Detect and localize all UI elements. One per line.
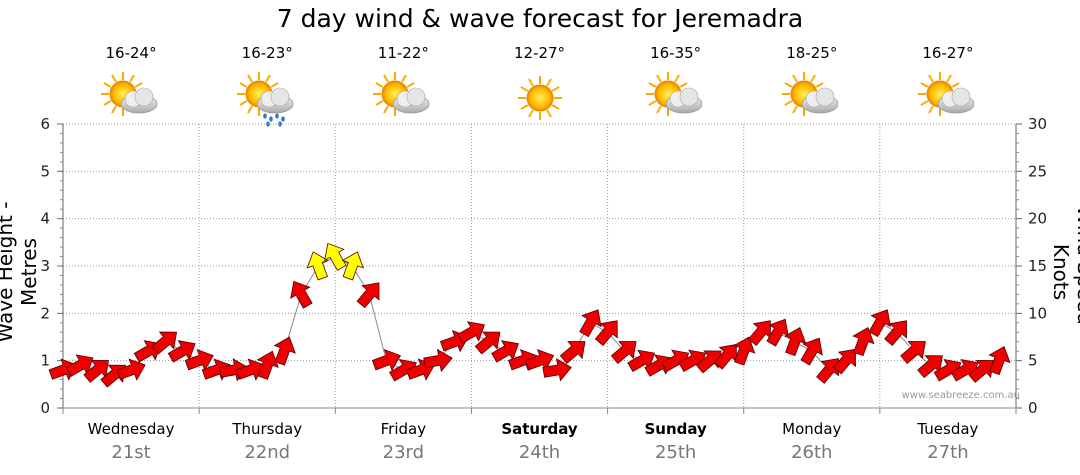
date-label: 27th: [927, 442, 969, 463]
wind-arrow: [733, 336, 756, 366]
temperature-range: 16-27°: [922, 44, 974, 62]
wind-arrow: [371, 348, 402, 372]
temperature-range: 16-23°: [241, 44, 293, 62]
wind-arrow: [184, 348, 214, 372]
wind-arrow: [868, 309, 891, 338]
wind-arrow: [988, 345, 1011, 376]
wind-arrow: [713, 343, 737, 370]
wind-arrow: [833, 348, 856, 375]
y-tick-label-right: 30: [1028, 115, 1047, 133]
cloud-rain-icon: [235, 72, 299, 128]
date-label: 26th: [791, 442, 833, 463]
wind-arrow: [83, 360, 110, 383]
wind-arrow: [800, 337, 823, 366]
partly-cloudy-icon: [916, 72, 980, 128]
y-axis-left-label: Wave Height - Metres: [0, 202, 41, 343]
y-tick-label-left: 5: [40, 162, 50, 180]
temperature-range: 16-35°: [650, 44, 702, 62]
partly-cloudy-icon: [99, 72, 163, 128]
day-label: Friday: [380, 420, 427, 438]
wind-arrow: [784, 327, 807, 357]
wind-arrow: [747, 320, 771, 347]
date-label: 22nd: [244, 442, 291, 463]
y-tick-label-left: 3: [40, 257, 50, 275]
temperature-range: 12-27°: [513, 44, 566, 62]
wind-arrow: [457, 321, 485, 344]
wind-arrow: [852, 327, 875, 357]
wind-arrow: [290, 280, 313, 309]
wind-arrow: [423, 348, 453, 373]
date-label: 23rd: [382, 442, 425, 463]
sun-icon: [508, 72, 572, 128]
wind-arrow: [306, 251, 329, 281]
wind-arrow: [884, 320, 907, 347]
wind-arrow: [491, 340, 519, 363]
wind-arrow: [525, 348, 555, 372]
y-tick-label-left: 2: [40, 304, 50, 322]
y-tick-label-right: 15: [1028, 257, 1047, 275]
wind-arrows: [48, 243, 1011, 388]
date-label: 25th: [654, 442, 697, 463]
temperature-range: 18-25°: [786, 44, 838, 62]
wind-arrow: [542, 358, 572, 382]
y-tick-label-left: 0: [40, 399, 50, 417]
wind-arrow: [900, 341, 926, 364]
day-label: Monday: [782, 420, 842, 438]
day-label: Sunday: [644, 420, 707, 438]
wind-arrow: [324, 243, 347, 271]
wind-arrow: [273, 336, 296, 366]
y-tick-label-right: 20: [1028, 210, 1047, 228]
y-tick-label-left: 4: [40, 210, 50, 228]
wind-arrow: [766, 318, 789, 347]
partly-cloudy-icon: [644, 72, 708, 128]
wind-arrow: [559, 341, 586, 364]
wind-arrow: [65, 354, 94, 377]
wind-arrow: [917, 355, 943, 379]
temperature-range: 16-24°: [105, 44, 157, 62]
wind-arrow: [256, 350, 279, 380]
y-tick-label-right: 0: [1028, 399, 1038, 417]
date-label: 21st: [111, 442, 151, 463]
wind-arrow: [594, 320, 618, 347]
wind-arrow: [474, 331, 501, 355]
wind-arrow: [151, 331, 178, 355]
wind-arrow: [579, 309, 602, 338]
y-tick-label-left: 6: [40, 115, 50, 133]
temperature-range: 11-22°: [377, 44, 429, 62]
y-tick-label-left: 1: [40, 352, 50, 370]
partly-cloudy-icon: [371, 72, 435, 128]
day-label: Thursday: [232, 420, 303, 438]
day-label: Tuesday: [917, 420, 979, 438]
wind-arrow: [167, 340, 196, 363]
y-tick-label-right: 10: [1028, 304, 1047, 322]
y-tick-label-right: 5: [1028, 352, 1038, 370]
date-label: 24th: [518, 442, 561, 463]
wind-arrow: [356, 282, 380, 309]
partly-cloudy-icon: [780, 72, 844, 128]
wind-arrow: [341, 251, 364, 281]
wind-arrow: [116, 358, 146, 381]
day-label: Wednesday: [87, 420, 175, 438]
watermark: www.seabreeze.com.au: [901, 390, 1020, 401]
wind-arrow: [610, 341, 637, 364]
chart-title: 7 day wind & wave forecast for Jeremadra: [276, 4, 804, 33]
y-tick-label-right: 25: [1028, 162, 1047, 180]
day-label: Saturday: [501, 420, 578, 438]
y-axis-right-label: Wind Speed - Knots: [1049, 205, 1080, 339]
